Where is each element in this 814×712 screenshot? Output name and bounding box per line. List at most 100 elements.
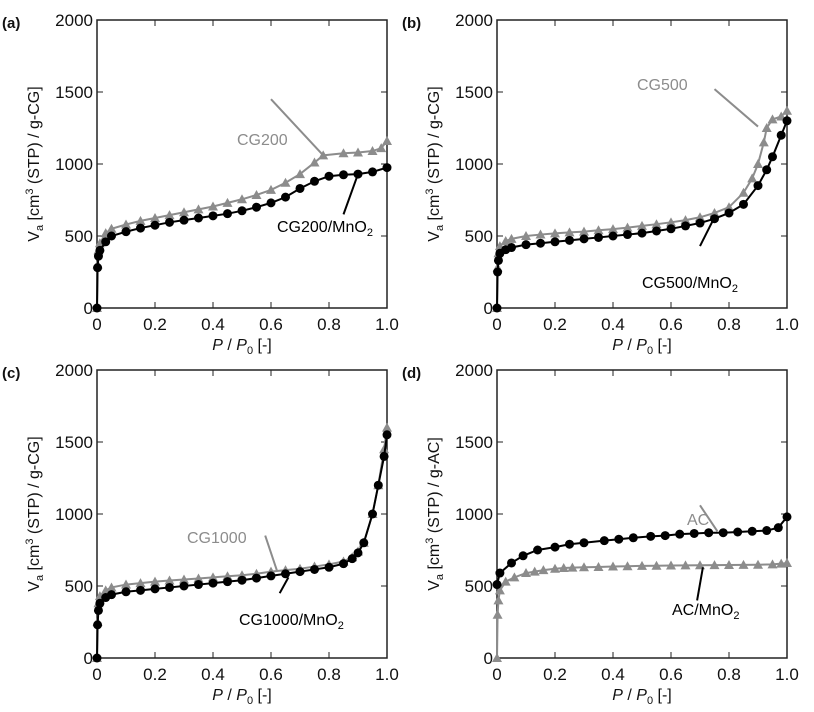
data-point-AC/MnO2 xyxy=(492,580,502,590)
data-point-AC/MnO2 xyxy=(565,539,574,549)
data-point-CG200 xyxy=(135,215,146,225)
data-point-AC/MnO2 xyxy=(689,528,699,538)
data-point-AC xyxy=(492,609,503,619)
data-point-CG1000/MnO2 xyxy=(93,605,103,615)
data-point-CG500 xyxy=(651,219,662,229)
data-point-CG500/MnO2 xyxy=(594,232,603,242)
tspan: P xyxy=(636,337,647,354)
data-point-AC xyxy=(782,557,792,567)
data-point-AC/MnO2 xyxy=(660,531,670,541)
data-point-CG500/MnO2 xyxy=(782,116,792,126)
plot-frame xyxy=(496,19,788,309)
data-point-CG200/MnO2 xyxy=(107,231,116,241)
tspan: P xyxy=(212,337,223,354)
data-point-CG1000 xyxy=(382,422,392,432)
y-axis-label: Va [cm3 (STP) / g-CG] xyxy=(424,86,446,241)
tspan: P xyxy=(612,337,623,354)
tspan: 0 xyxy=(647,345,653,357)
data-point-CG1000/MnO2 xyxy=(324,562,334,572)
tspan: V xyxy=(26,581,43,592)
data-point-AC xyxy=(680,560,691,570)
data-point-AC/MnO2 xyxy=(704,528,714,538)
series-label: CG1000/MnO2 xyxy=(239,612,344,632)
data-point-CG500/MnO2 xyxy=(623,230,632,240)
data-point-CG200 xyxy=(222,197,233,207)
data-point-CG200 xyxy=(208,201,218,211)
tspan: P xyxy=(212,687,223,704)
data-point-CG500/MnO2 xyxy=(608,231,618,241)
data-point-CG500 xyxy=(747,173,758,183)
x-tick-label: 0.4 xyxy=(201,315,225,334)
annotation-leader-line xyxy=(713,88,759,128)
data-point-CG500 xyxy=(709,207,720,217)
y-tick-label: 0 xyxy=(84,299,93,318)
x-tick-label: 0.8 xyxy=(317,315,341,334)
data-point-CG1000/MnO2 xyxy=(379,451,389,461)
panel-label: (d) xyxy=(402,365,421,382)
tspan: P xyxy=(236,687,247,704)
data-point-AC xyxy=(724,559,734,569)
data-point-CG1000 xyxy=(135,578,146,588)
data-point-CG500/MnO2 xyxy=(776,130,786,140)
tspan: (STP) / g-CG] xyxy=(26,86,43,188)
y-tick-label: 0 xyxy=(484,299,493,318)
series-line-CG200/MnO2 xyxy=(96,166,388,309)
annotation-leader-line xyxy=(270,98,324,157)
tspan: 0 xyxy=(247,695,253,707)
y-tick-label: 1500 xyxy=(55,83,93,102)
plot-frame xyxy=(496,369,788,659)
data-point-AC/MnO2 xyxy=(782,512,792,522)
data-point-AC xyxy=(753,559,763,569)
data-point-CG200/MnO2 xyxy=(93,263,103,273)
tspan: CG1000/MnO xyxy=(239,612,338,629)
annotation-leader-line xyxy=(699,216,716,247)
data-point-CG500/MnO2 xyxy=(579,234,589,244)
series-label: CG200 xyxy=(237,132,288,149)
x-tick-label: 0.6 xyxy=(259,315,283,334)
tspan: a xyxy=(434,573,446,580)
data-point-CG500/MnO2 xyxy=(739,199,748,209)
x-tick-label: 0.6 xyxy=(659,315,683,334)
tspan: 3 xyxy=(424,538,436,544)
tspan: CG200/MnO xyxy=(277,219,367,236)
data-point-CG200 xyxy=(382,135,392,145)
data-point-AC xyxy=(521,568,531,578)
data-point-CG500 xyxy=(564,227,575,237)
y-tick-label: 1500 xyxy=(455,433,493,452)
x-tick-label: 0.8 xyxy=(717,315,741,334)
data-point-CG200/MnO2 xyxy=(223,209,232,219)
tspan: 2 xyxy=(732,283,738,295)
data-point-AC xyxy=(492,653,502,662)
x-tick-label: 0 xyxy=(492,315,501,334)
tspan: / xyxy=(623,687,636,704)
data-point-CG200 xyxy=(295,169,305,179)
data-point-CG1000 xyxy=(379,444,390,454)
x-tick-label: 0.6 xyxy=(259,665,283,684)
data-point-CG1000 xyxy=(193,573,204,583)
data-point-CG500 xyxy=(666,217,676,227)
y-tick-label: 0 xyxy=(84,649,93,668)
data-point-CG200/MnO2 xyxy=(95,245,105,255)
x-tick-label: 0.4 xyxy=(601,665,625,684)
data-point-AC xyxy=(666,560,676,570)
x-tick-label: 0.6 xyxy=(659,665,683,684)
data-point-AC xyxy=(493,595,504,605)
data-point-CG200/MnO2 xyxy=(208,211,218,221)
tspan: / xyxy=(623,337,636,354)
annotation-leader-line xyxy=(278,576,290,594)
data-point-CG500 xyxy=(695,212,705,222)
data-point-CG1000/MnO2 xyxy=(359,538,369,548)
data-point-CG500/MnO2 xyxy=(507,243,516,253)
data-point-AC xyxy=(738,559,749,569)
data-point-CG200 xyxy=(338,148,349,158)
panel-d: 0 0.2 0.4 0.6 0.8 1.0 0 500 1000 1500 2000 (d) P / P… xyxy=(402,361,799,707)
data-point-CG1000/MnO2 xyxy=(194,580,203,590)
data-point-CG200 xyxy=(309,157,320,167)
x-tick-label: 0.2 xyxy=(143,315,167,334)
panel-label: (a) xyxy=(2,15,20,32)
data-point-AC/MnO2 xyxy=(614,534,624,544)
data-point-CG1000/MnO2 xyxy=(150,584,160,594)
data-point-CG500 xyxy=(535,229,546,239)
tspan: (STP) / g-CG] xyxy=(26,436,43,538)
